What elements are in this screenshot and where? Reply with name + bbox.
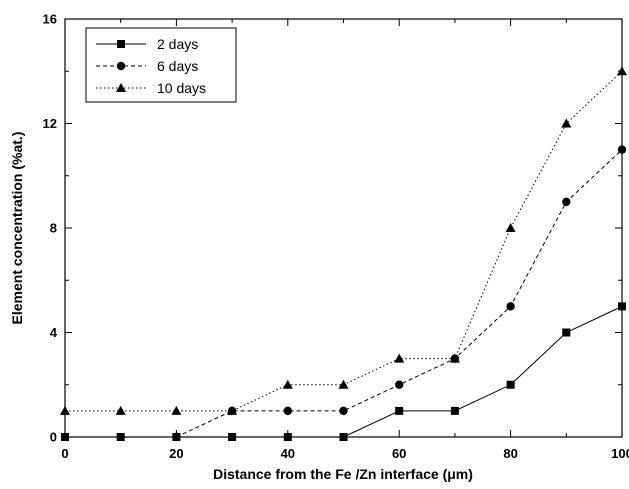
data-point bbox=[339, 433, 348, 441]
x-tick-label: 80 bbox=[503, 446, 517, 461]
x-tick-label: 100 bbox=[611, 446, 629, 461]
y-tick-label: 12 bbox=[43, 116, 57, 131]
series-layer bbox=[60, 66, 627, 442]
data-point bbox=[450, 406, 459, 415]
series-line bbox=[65, 305, 623, 438]
x-axis-title: Distance from the Fe /Zn interface (μm) bbox=[213, 466, 473, 482]
data-point bbox=[449, 353, 460, 363]
data-point bbox=[617, 145, 627, 154]
legend-item: 6 days bbox=[96, 58, 198, 74]
legend-item: 2 days bbox=[96, 36, 198, 52]
data-point bbox=[562, 197, 571, 207]
legend-box bbox=[85, 27, 237, 103]
legend: 2 days 6 days 10 days bbox=[85, 27, 237, 103]
y-tick-label: 8 bbox=[50, 221, 57, 236]
data-point bbox=[506, 302, 515, 311]
x-axis: 0 20 40 60 80 100 bbox=[61, 19, 629, 461]
data-point bbox=[561, 118, 572, 128]
series-2 bbox=[172, 145, 627, 442]
data-point bbox=[60, 405, 70, 415]
legend-label: 6 days bbox=[157, 58, 198, 74]
series-line bbox=[176, 149, 623, 438]
legend-marker bbox=[117, 40, 125, 48]
data-point bbox=[171, 405, 182, 415]
data-point bbox=[61, 433, 69, 441]
data-point bbox=[172, 432, 181, 442]
data-point bbox=[339, 406, 348, 416]
data-point bbox=[338, 379, 349, 389]
y-axis: 0 4 8 12 16 bbox=[43, 12, 622, 445]
data-point bbox=[562, 328, 571, 337]
y-tick-label: 16 bbox=[43, 12, 57, 27]
data-point bbox=[506, 380, 515, 389]
legend-items: 2 days 6 days 10 days bbox=[96, 36, 206, 96]
data-point bbox=[282, 379, 293, 389]
data-point bbox=[394, 353, 405, 363]
data-point bbox=[227, 405, 238, 415]
x-tick-label: 60 bbox=[392, 446, 406, 461]
legend-marker bbox=[116, 61, 126, 71]
data-point bbox=[618, 302, 626, 311]
data-point bbox=[283, 406, 292, 416]
data-point bbox=[395, 406, 404, 415]
series-3 bbox=[60, 66, 627, 415]
data-point bbox=[115, 405, 126, 415]
legend-label: 10 days bbox=[157, 80, 206, 96]
data-point bbox=[283, 433, 292, 441]
legend-item: 10 days bbox=[96, 80, 206, 96]
data-point bbox=[228, 433, 237, 441]
x-tick-label: 20 bbox=[169, 446, 183, 461]
y-tick-label: 4 bbox=[50, 325, 58, 340]
data-point bbox=[617, 66, 627, 76]
y-tick-label: 0 bbox=[50, 430, 57, 445]
data-point bbox=[395, 380, 404, 389]
data-point bbox=[116, 433, 125, 441]
series-1 bbox=[61, 302, 626, 441]
legend-marker bbox=[116, 83, 126, 92]
x-tick-label: 0 bbox=[61, 446, 68, 461]
x-tick-label: 40 bbox=[281, 446, 295, 461]
legend-label: 2 days bbox=[157, 36, 198, 52]
series-line bbox=[65, 70, 623, 412]
data-point bbox=[505, 223, 516, 232]
y-axis-title: Element concentration (%at.) bbox=[9, 132, 25, 325]
